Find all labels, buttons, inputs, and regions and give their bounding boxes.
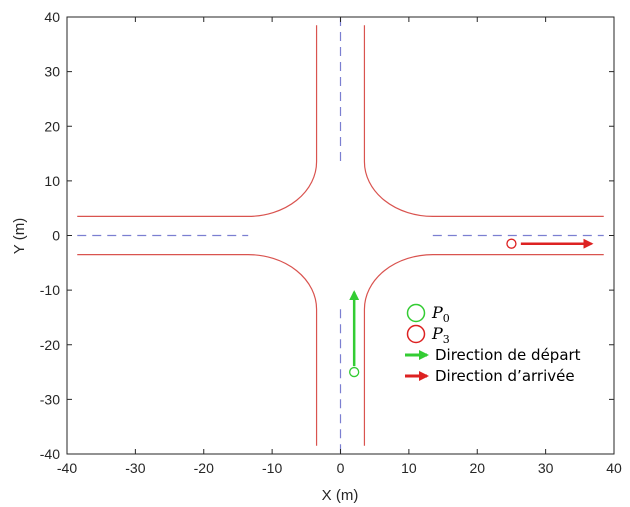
point-p3 [506,238,517,249]
x-tick-label: -30 [125,460,145,476]
y-tick-label: 40 [44,9,60,25]
legend-label: Direction d’arrivée [435,367,575,385]
road-centerlines [77,17,604,454]
y-tick-label: 20 [44,118,60,134]
road-edge-top-right [363,25,604,217]
x-tick-label: 20 [469,460,485,476]
x-tick-label: 40 [606,460,622,476]
x-tick-label: -20 [194,460,214,476]
legend-label-subscript: 0 [443,312,450,325]
y-tick-label: 0 [52,228,60,244]
road-edge-bottom-right [363,254,604,446]
road-edges [77,25,604,446]
legend-label-subscript: 3 [443,333,450,346]
legend-marker-circle [406,324,426,344]
legend-label: Direction de départ [435,346,581,364]
trajectory-marks [349,238,594,378]
y-tick-label: -20 [40,337,60,353]
road-edge-top-left [77,25,318,217]
x-axis-ticks: -40 -30 -20 -10 0 10 20 30 40 [57,17,622,476]
legend-entry-start: Direction de départ [405,346,581,364]
x-tick-label: -40 [57,460,77,476]
y-tick-label: -30 [40,391,60,407]
x-tick-label: 10 [401,460,417,476]
point-p0 [349,366,360,378]
y-tick-label: 30 [44,64,60,80]
x-axis-label: X (m) [322,487,359,504]
x-tick-label: 30 [538,460,554,476]
y-tick-label: -10 [40,282,60,298]
x-tick-label: 0 [337,460,345,476]
y-tick-label: 10 [44,173,60,189]
road-edge-bottom-left [77,254,318,446]
y-tick-label: -40 [40,446,60,462]
x-tick-label: -10 [262,460,282,476]
y-axis-label: Y (m) [11,218,28,254]
legend-marker-circle [406,303,426,323]
legend-entry-arrival: Direction d’arrivée [405,367,575,385]
